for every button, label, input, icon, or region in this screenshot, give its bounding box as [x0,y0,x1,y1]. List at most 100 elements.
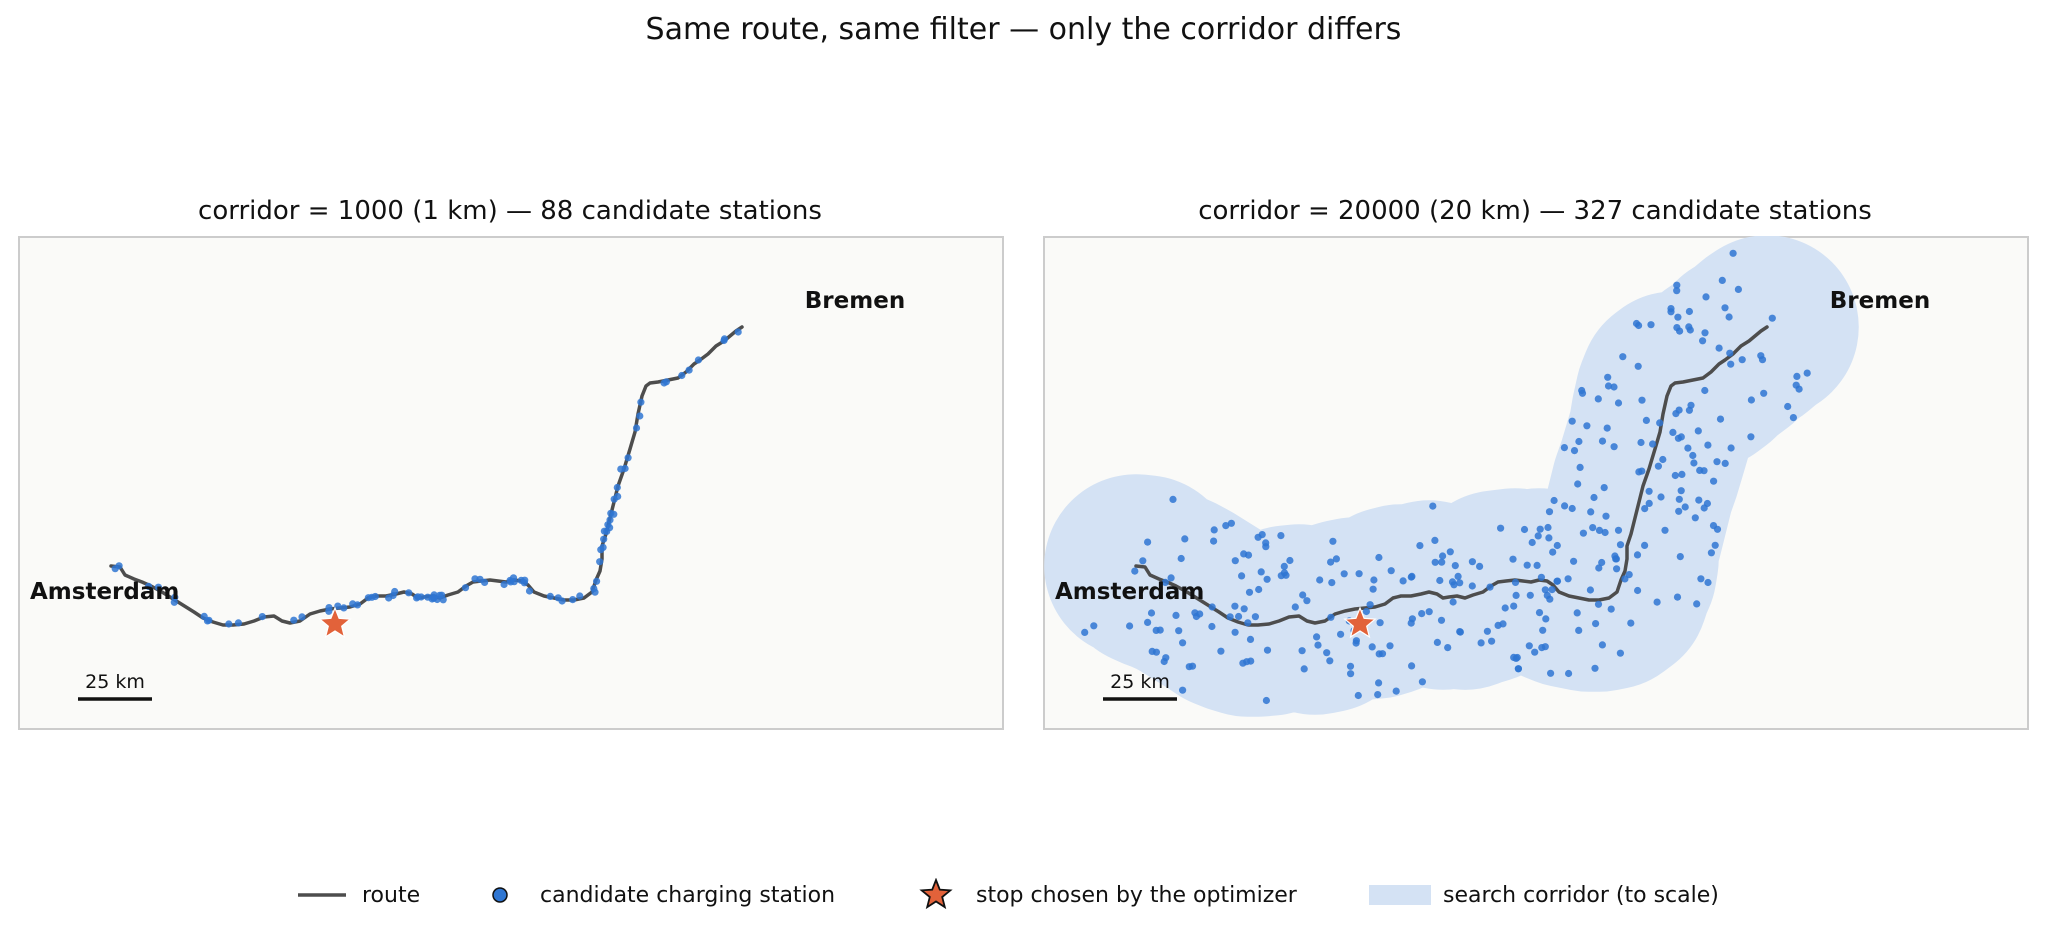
candidate-station [405,589,413,597]
left-panel-title: corridor = 1000 (1 km) — 88 candidate st… [198,196,822,226]
candidate-station [1352,639,1360,647]
candidate-station [1642,416,1650,424]
candidate-station [145,582,153,590]
candidate-station [1501,604,1509,612]
candidate-station [1602,512,1610,520]
candidate-station [1263,575,1271,583]
corridor-swatch-icon [1369,885,1431,905]
candidate-station [1362,607,1370,616]
candidate-station [1716,415,1725,423]
candidate-station [1704,578,1712,587]
candidate-station [1560,444,1568,452]
candidate-station [1701,386,1709,395]
candidate-station [1328,579,1336,587]
candidate-station [1399,577,1407,585]
candidate-station [1438,558,1446,566]
candidate-station [1217,647,1225,655]
candidate-station [1245,588,1254,596]
candidate-station [1512,654,1520,662]
candidate-station [325,604,333,612]
candidate-station [1793,372,1801,380]
candidate-station [1323,649,1331,657]
candidate-station [1667,308,1675,316]
candidate-station [1575,437,1583,446]
candidate-station [385,594,393,602]
candidate-station [1544,523,1552,532]
candidate-station [606,516,614,524]
candidate-station [1444,644,1452,652]
candidate-station [1707,549,1715,557]
candidate-station [371,592,379,601]
candidate-station [507,578,515,586]
legend-station: candidate charging station [474,878,835,912]
candidate-station [1277,532,1285,540]
candidate-station [1676,327,1684,335]
candidate-station [353,601,362,609]
candidate-station [600,527,609,535]
candidate-station [1231,602,1239,610]
left-map-panel: Amsterdam Bremen 25 km [18,236,1004,730]
candidate-station [1375,553,1383,562]
candidate-station [1674,434,1682,442]
candidate-station [290,616,298,624]
candidate-station [1376,619,1384,627]
candidate-station [1678,470,1686,478]
candidate-station [1476,562,1484,570]
candidate-station [1734,285,1742,293]
candidate-station [1673,593,1682,601]
candidate-station [1671,471,1679,480]
candidate-station [1675,406,1683,414]
candidate-station [1255,585,1263,594]
figure-title: Same route, same filter — only the corri… [645,12,1402,47]
candidate-station [258,613,266,621]
candidate-station [1548,586,1556,594]
candidate-station [1586,586,1594,594]
candidate-station [1595,564,1603,572]
star-icon [919,878,953,910]
candidate-station [1354,691,1362,700]
candidate-station [1172,611,1180,619]
candidate-station [546,592,554,600]
candidate-station [1691,514,1699,522]
candidate-station [1246,635,1255,643]
candidate-station [1553,541,1561,550]
candidate-station [1568,417,1576,425]
candidate-station [1156,626,1164,634]
candidate-station [1436,576,1444,585]
candidate-station [607,509,615,517]
candidate-station [1431,558,1439,566]
candidate-station [1715,344,1723,352]
candidate-station [521,576,529,584]
candidate-station [1408,615,1416,623]
candidate-station [1262,543,1270,551]
candidate-station [1486,583,1494,591]
candidate-station [1316,576,1324,584]
candidate-station [1768,314,1776,322]
candidate-station [1483,627,1491,635]
legend-corridor-label: search corridor (to scale) [1443,882,1719,908]
candidate-station [1222,522,1230,530]
candidate-station [1721,459,1729,467]
candidate-station [576,592,584,600]
candidate-station [1726,349,1734,357]
candidate-station [1677,487,1685,495]
candidate-station [1784,402,1792,411]
candidate-station [614,492,622,501]
candidate-station [298,613,306,621]
candidate-station [1196,610,1204,618]
candidate-station [1684,444,1692,452]
candidate-station [1329,537,1337,545]
candidate-station [476,575,484,583]
candidate-station [1511,578,1520,586]
candidate-station [1561,502,1569,510]
candidate-station [1340,570,1348,578]
candidate-station [1494,621,1502,629]
candidate-station [1641,541,1649,549]
candidate-station [1332,555,1340,563]
candidate-station [340,604,348,612]
candidate-station [1570,447,1579,455]
candidate-station [170,598,178,606]
candidate-station [694,356,703,364]
candidate-station [1375,650,1383,658]
candidate-station [154,583,162,591]
